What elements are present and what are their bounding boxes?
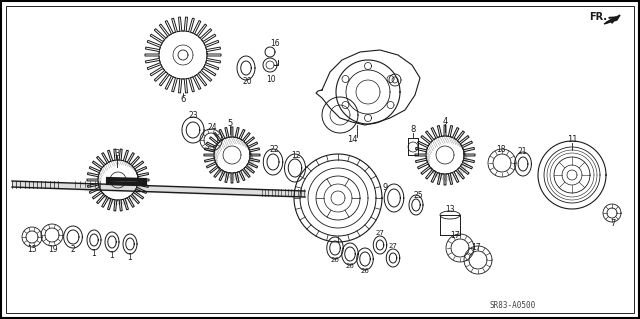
Text: 13: 13	[445, 205, 455, 214]
Text: 12: 12	[291, 152, 301, 160]
Text: 4: 4	[442, 116, 447, 125]
Text: 1: 1	[92, 249, 97, 258]
Text: 17: 17	[471, 243, 481, 253]
Polygon shape	[604, 15, 620, 24]
Text: 24: 24	[207, 123, 217, 132]
Text: 26: 26	[331, 257, 339, 263]
Text: 19: 19	[48, 244, 58, 254]
Text: FR.: FR.	[589, 12, 607, 22]
Text: 3: 3	[115, 149, 120, 158]
Text: 17: 17	[450, 232, 460, 241]
Text: 11: 11	[567, 136, 577, 145]
Text: 21: 21	[517, 146, 527, 155]
Text: 26: 26	[360, 268, 369, 274]
Text: 7: 7	[611, 219, 616, 228]
Text: 15: 15	[27, 246, 37, 255]
Text: 6: 6	[180, 94, 186, 103]
Text: 26: 26	[346, 263, 355, 269]
Text: 1: 1	[127, 254, 132, 263]
Text: 18: 18	[496, 145, 506, 153]
Text: 27: 27	[376, 230, 385, 236]
Text: 27: 27	[388, 243, 397, 249]
Text: 9: 9	[382, 183, 388, 192]
Text: 23: 23	[188, 110, 198, 120]
Text: 14: 14	[347, 136, 357, 145]
Text: SR83-A0500: SR83-A0500	[490, 301, 536, 310]
Text: 1: 1	[109, 251, 115, 261]
Text: 22: 22	[269, 145, 279, 154]
Text: 25: 25	[413, 190, 423, 199]
Text: 10: 10	[266, 75, 276, 84]
Text: 8: 8	[410, 125, 416, 135]
Text: 16: 16	[270, 40, 280, 48]
Text: 2: 2	[70, 246, 76, 255]
Text: 20: 20	[242, 78, 252, 86]
Text: 5: 5	[227, 118, 232, 128]
